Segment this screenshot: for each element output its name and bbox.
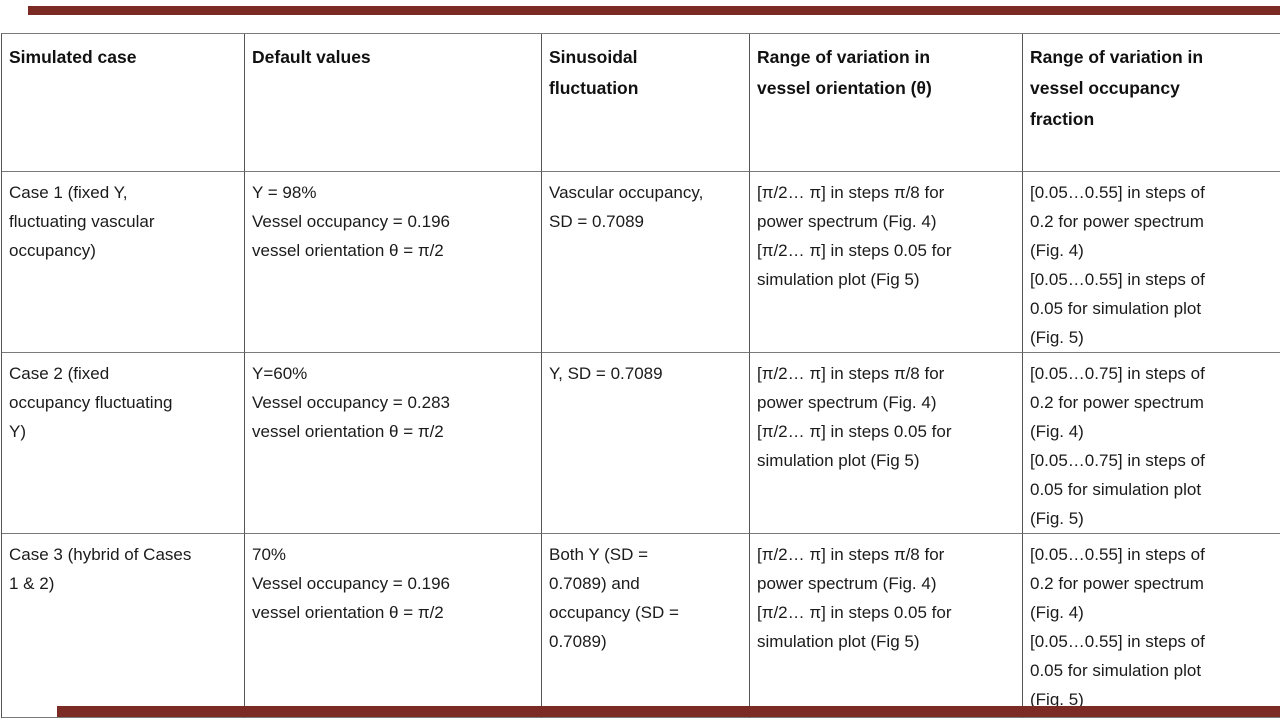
case2-sinusoidal-cell: Y, SD = 0.7089 bbox=[542, 353, 750, 534]
header-default-values: Default values bbox=[245, 34, 542, 172]
case3-name-cell: Case 3 (hybrid of Cases 1 & 2) bbox=[2, 534, 245, 718]
case1-default-values-cell: Y = 98% Vessel occupancy = 0.196 vessel … bbox=[245, 172, 542, 353]
case2-name-cell: Case 2 (fixed occupancy fluctuating Y) bbox=[2, 353, 245, 534]
case1-orientation-range-cell: [π/2… π] in steps π/8 for power spectrum… bbox=[750, 172, 1023, 353]
case3-orientation-range-cell: [π/2… π] in steps π/8 for power spectrum… bbox=[750, 534, 1023, 718]
case3-sinusoidal-cell: Both Y (SD = 0.7089) and occupancy (SD =… bbox=[542, 534, 750, 718]
top-accent-bar bbox=[28, 6, 1280, 15]
case3-default-values-cell: 70% Vessel occupancy = 0.196 vessel orie… bbox=[245, 534, 542, 718]
case2-orientation-range-cell: [π/2… π] in steps π/8 for power spectrum… bbox=[750, 353, 1023, 534]
header-range-vessel-orientation: Range of variation in vessel orientation… bbox=[750, 34, 1023, 172]
header-range-vessel-occupancy: Range of variation in vessel occupancy f… bbox=[1023, 34, 1280, 172]
case2-occupancy-range-cell: [0.05…0.75] in steps of 0.2 for power sp… bbox=[1023, 353, 1280, 534]
case2-default-values-cell: Y=60% Vessel occupancy = 0.283 vessel or… bbox=[245, 353, 542, 534]
simulation-cases-table: Simulated case Default values Sinusoidal… bbox=[1, 33, 1280, 718]
case1-occupancy-range-cell: [0.05…0.55] in steps of 0.2 for power sp… bbox=[1023, 172, 1280, 353]
case1-sinusoidal-cell: Vascular occupancy, SD = 0.7089 bbox=[542, 172, 750, 353]
header-simulated-case: Simulated case bbox=[2, 34, 245, 172]
bottom-accent-bar bbox=[57, 706, 1280, 717]
case1-name-cell: Case 1 (fixed Y, fluctuating vascular oc… bbox=[2, 172, 245, 353]
header-sinusoidal-fluctuation: Sinusoidal fluctuation bbox=[542, 34, 750, 172]
case3-occupancy-range-cell: [0.05…0.55] in steps of 0.2 for power sp… bbox=[1023, 534, 1280, 718]
